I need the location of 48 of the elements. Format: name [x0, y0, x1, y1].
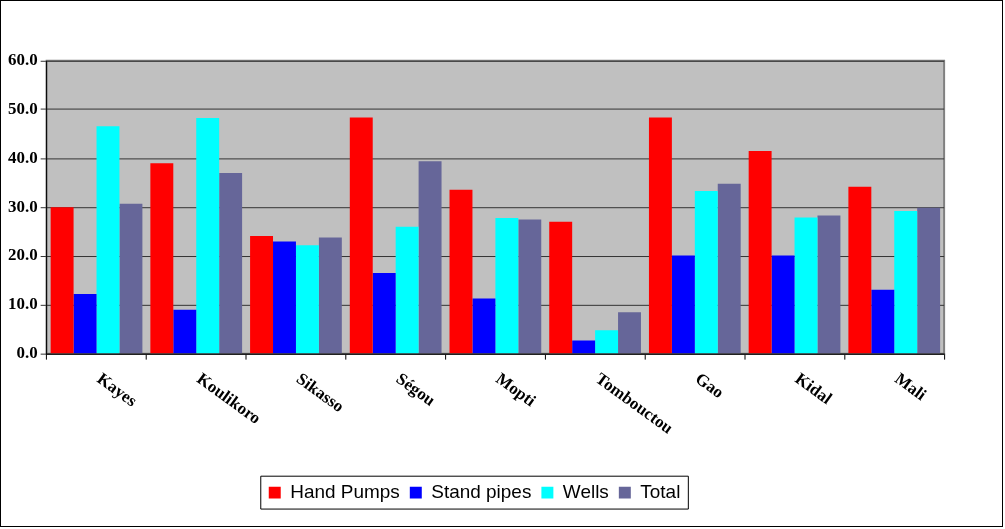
bar	[618, 312, 641, 354]
bar	[349, 117, 373, 354]
bar	[549, 221, 573, 354]
bar	[196, 117, 220, 354]
bar	[173, 309, 197, 354]
legend-label: Total	[640, 480, 681, 502]
y-tick-label: 0.0	[16, 343, 38, 363]
bar	[73, 294, 97, 354]
bar	[273, 241, 296, 354]
bar	[372, 273, 396, 354]
bar	[694, 191, 718, 354]
legend-label: Stand pipes	[431, 480, 532, 502]
bar	[150, 163, 174, 354]
bar	[96, 126, 120, 354]
bar	[771, 255, 795, 354]
y-tick-label: 20.0	[8, 245, 38, 265]
bar	[648, 117, 672, 354]
y-tick-label: 40.0	[8, 147, 38, 167]
bar	[671, 255, 695, 354]
bar	[472, 298, 496, 354]
bar	[495, 217, 519, 354]
bar	[871, 289, 895, 354]
y-tick-label: 30.0	[8, 196, 38, 216]
y-tick-label: 50.0	[8, 98, 38, 118]
bar	[295, 245, 319, 354]
bar	[595, 330, 619, 354]
bar	[50, 207, 74, 354]
y-tick-label: 60.0	[8, 50, 38, 70]
bar	[794, 217, 818, 354]
bar	[848, 186, 872, 354]
bar	[917, 207, 941, 354]
bar	[518, 219, 542, 354]
bar	[894, 211, 918, 354]
bar	[449, 189, 473, 354]
x-tick-label: Gao	[691, 368, 728, 403]
y-tick-label: 10.0	[8, 294, 38, 314]
bar	[119, 203, 143, 354]
bar	[748, 151, 772, 354]
bar	[318, 237, 342, 354]
legend-label: Wells	[562, 480, 609, 502]
bar	[418, 161, 442, 354]
bar	[572, 340, 596, 354]
bar	[817, 215, 841, 354]
bar	[395, 226, 419, 354]
bar	[717, 183, 741, 354]
bar	[250, 236, 274, 354]
legend-label: Hand Pumps	[290, 480, 400, 502]
bar	[219, 173, 243, 354]
